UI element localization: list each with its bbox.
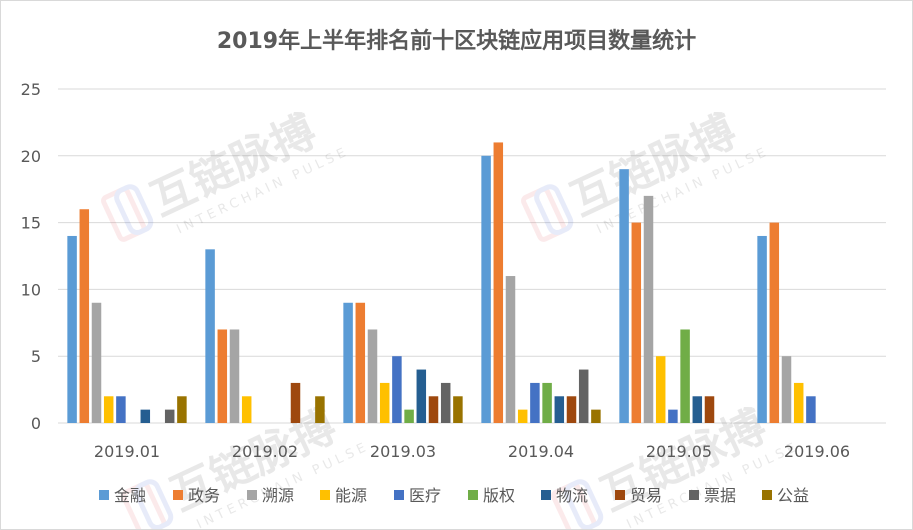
bar-2019.02-公益: [315, 396, 325, 423]
legend-label-版权: 版权: [483, 486, 515, 505]
legend-swatch-版权: [468, 490, 478, 500]
bar-2019.04-版权: [542, 382, 552, 423]
watermark-logo: [114, 184, 154, 236]
watermark-logo: [564, 479, 604, 529]
bar-2019.03-金融: [343, 302, 353, 423]
bar-2019.05-物流: [692, 396, 703, 423]
legend-label-票据: 票据: [704, 486, 736, 505]
bar-2019.01-医疗: [116, 396, 126, 423]
bar-2019.01-物流: [140, 409, 151, 423]
bar-2019.05-版权: [680, 329, 690, 423]
bar-2019.02-贸易: [290, 382, 301, 423]
legend: 金融 政务 溯源 能源 医疗 版权 物流 贸易 票据 公益: [99, 486, 809, 505]
bar-2019.02-金融: [205, 249, 215, 423]
bar-2019.01-公益: [177, 396, 187, 423]
bar-2019.03-能源: [379, 382, 390, 423]
x-tick-label: 2019.04: [508, 442, 574, 461]
bar-2019.01-金融: [67, 235, 77, 423]
bar-2019.04-贸易: [566, 396, 577, 423]
x-tick-label: 2019.03: [370, 442, 436, 461]
bar-2019.03-贸易: [428, 396, 439, 423]
bar-2019.03-溯源: [367, 329, 378, 423]
bar-2019.02-能源: [241, 396, 252, 423]
legend-swatch-公益: [762, 490, 772, 500]
watermark-logo: [534, 184, 574, 236]
chart-title: 2019年上半年排名前十区块链应用项目数量统计: [216, 29, 697, 54]
legend-label-贸易: 贸易: [630, 486, 662, 505]
bar-2019.01-能源: [103, 396, 114, 423]
watermark-logo: [551, 481, 597, 529]
bar-2019.05-溯源: [643, 195, 654, 423]
y-tick-label: 25: [21, 80, 41, 99]
bar-2019.01-溯源: [91, 302, 102, 423]
legend-label-医疗: 医疗: [409, 486, 441, 505]
bar-2019.06-医疗: [806, 396, 816, 423]
x-tick-label: 2019.02: [232, 442, 298, 461]
bar-2019.06-金融: [757, 235, 767, 423]
x-tick-label: 2019.05: [646, 442, 712, 461]
bars: [67, 142, 816, 424]
bar-2019.04-金融: [481, 155, 491, 424]
bar-2019.01-政务: [79, 209, 90, 423]
bar-2019.05-金融: [619, 169, 629, 423]
bar-2019.02-政务: [217, 329, 228, 423]
bar-2019.03-医疗: [392, 356, 402, 423]
legend-label-金融: 金融: [114, 486, 146, 505]
y-tick-label: 10: [21, 280, 41, 299]
legend-label-公益: 公益: [777, 486, 809, 505]
x-tick-label: 2019.06: [784, 442, 850, 461]
bar-2019.06-能源: [793, 382, 804, 423]
bar-2019.03-票据: [440, 382, 451, 423]
watermark-logo: [101, 186, 147, 242]
x-axis: 2019.01 2019.02 2019.03 2019.04 2019.05 2019.…: [94, 442, 850, 461]
legend-label-政务: 政务: [188, 486, 220, 505]
watermark-logo: [521, 186, 567, 242]
y-tick-label: 5: [31, 347, 41, 366]
bar-2019.03-公益: [453, 396, 463, 423]
x-tick-label: 2019.01: [94, 442, 160, 461]
bar-2019.06-溯源: [781, 356, 792, 423]
y-tick-label: 0: [31, 414, 41, 433]
y-tick-label: 15: [21, 214, 41, 233]
legend-swatch-票据: [689, 490, 699, 500]
bar-2019.05-医疗: [668, 409, 678, 423]
bar-2019.04-公益: [591, 409, 601, 423]
bar-2019.04-能源: [517, 409, 528, 423]
legend-swatch-贸易: [615, 490, 625, 500]
legend-label-物流: 物流: [556, 486, 588, 505]
bar-2019.03-政务: [355, 302, 366, 423]
bar-2019.04-政务: [493, 142, 504, 423]
legend-swatch-医疗: [394, 490, 404, 500]
watermark-logo: [121, 481, 167, 529]
bar-2019.04-物流: [554, 396, 565, 423]
bar-2019.06-政务: [769, 222, 780, 423]
legend-label-能源: 能源: [335, 486, 367, 505]
legend-swatch-政务: [173, 490, 183, 500]
bar-2019.03-版权: [404, 409, 414, 423]
legend-swatch-物流: [541, 490, 551, 500]
bar-2019.05-能源: [655, 356, 666, 423]
gridlines: [58, 88, 886, 424]
bar-2019.04-票据: [578, 369, 589, 423]
legend-swatch-金融: [99, 490, 109, 500]
watermark-logo: [134, 479, 174, 529]
bar-2019.01-票据: [164, 409, 175, 423]
bar-2019.03-物流: [416, 369, 427, 423]
bar-2019.05-贸易: [704, 396, 715, 423]
legend-swatch-溯源: [247, 490, 257, 500]
legend-swatch-能源: [320, 490, 330, 500]
bar-2019.04-溯源: [505, 276, 516, 423]
bar-2019.02-溯源: [229, 329, 240, 423]
y-tick-label: 20: [21, 147, 41, 166]
legend-label-溯源: 溯源: [262, 486, 294, 505]
bar-2019.04-医疗: [530, 382, 540, 423]
bar-2019.05-政务: [631, 222, 642, 423]
y-axis: 0 5 10 15 20 25: [21, 80, 41, 433]
